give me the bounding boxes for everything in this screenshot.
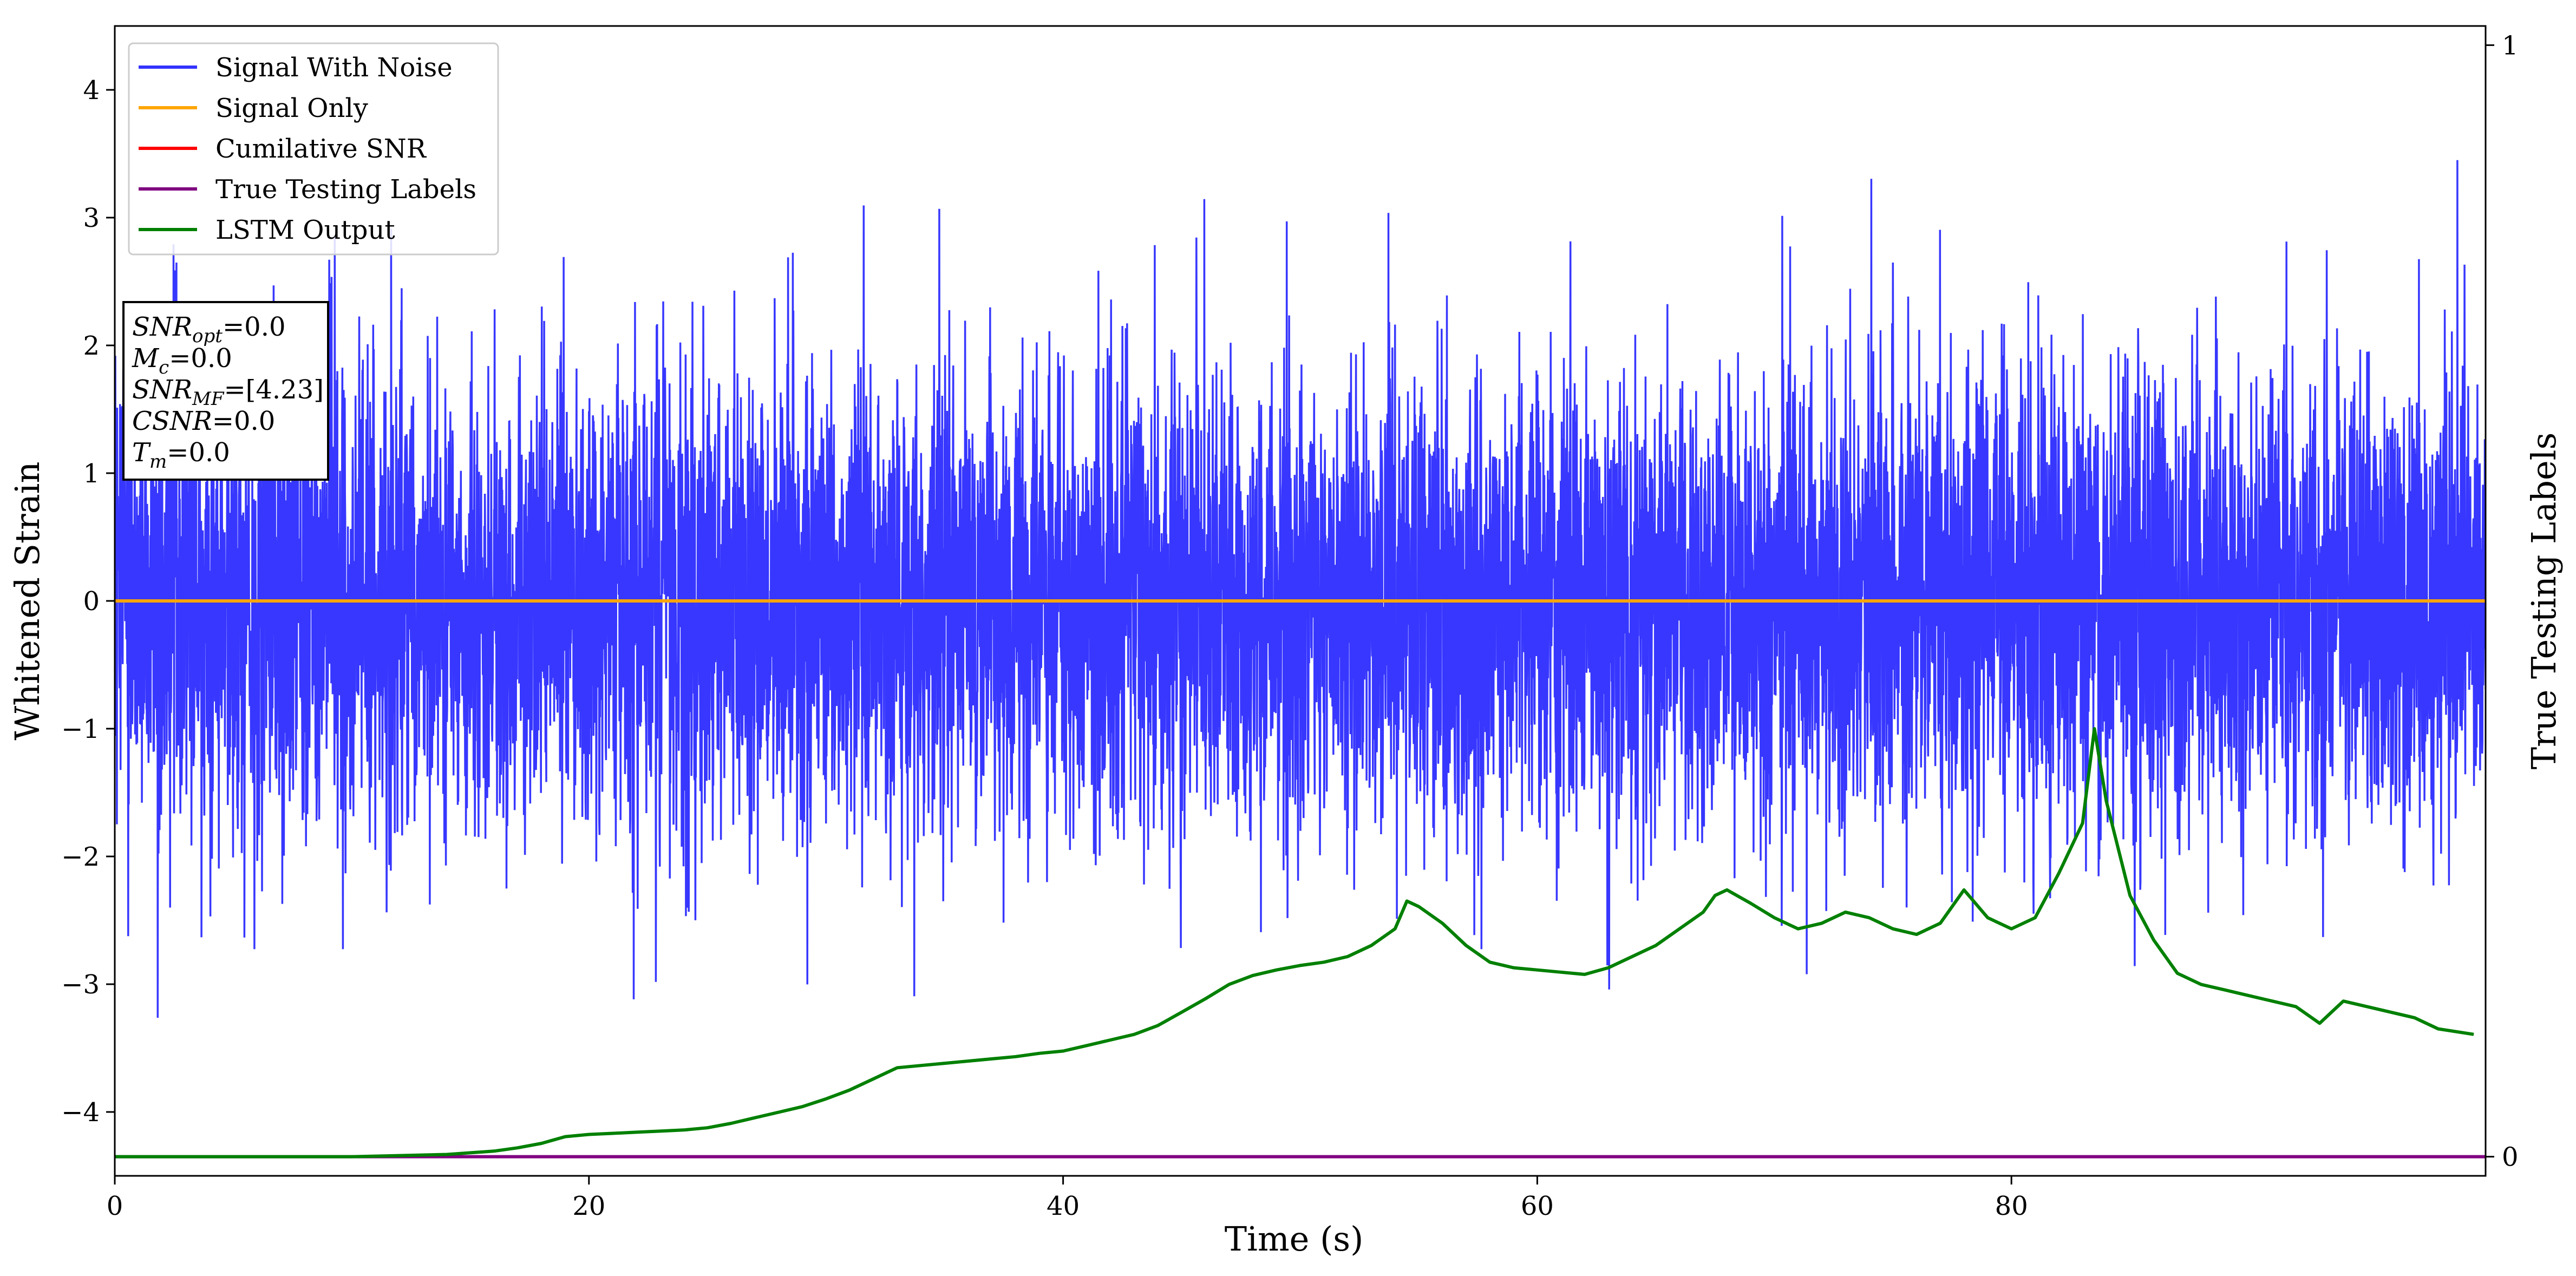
lstm-output-line: [115, 727, 2474, 1159]
y-tick-label: −2: [61, 842, 100, 872]
x-axis: 0 20 40 60 80: [107, 1176, 2028, 1221]
annotation-value: =0.0: [167, 437, 230, 468]
annotation-subscript: opt: [192, 325, 223, 347]
annotation-box: [122, 301, 329, 481]
series-signal-with-noise: [115, 160, 2486, 1018]
y-axis-right: 01: [2486, 30, 2519, 1173]
annotation-variable: SNR: [132, 312, 192, 342]
annotation-variable: SNR: [132, 375, 192, 405]
legend-label: Cumilative SNR: [215, 134, 427, 164]
x-tick-label: 40: [1047, 1191, 1080, 1221]
annotation-value: =0.0: [169, 343, 232, 374]
y-tick-label: 4: [83, 75, 100, 106]
legend: Signal With Noise Signal Only Cumilative S…: [128, 42, 499, 256]
x-tick-label: 20: [572, 1191, 605, 1221]
legend-label: LSTM Output: [215, 215, 395, 245]
annotation-value: =[4.23]: [224, 375, 324, 405]
annotation-subscript: MF: [192, 388, 225, 410]
annotation-variable: T: [132, 437, 151, 468]
x-tick-label: 60: [1521, 1191, 1554, 1221]
legend-label: Signal With Noise: [215, 53, 453, 83]
x-tick-label: 0: [107, 1191, 123, 1221]
annotation-subscript: c: [159, 357, 169, 378]
y-tick-label: 3: [83, 203, 100, 233]
annotation-value: =0.0: [223, 312, 286, 342]
y-tick-label: −1: [61, 714, 100, 744]
annotation-line: SNRopt=0.0: [132, 312, 286, 347]
plot-area: [115, 160, 2486, 1159]
y-tick-label: −3: [61, 970, 100, 1000]
annotation-subscript: m: [149, 451, 167, 473]
annotation-variable: M: [132, 343, 160, 374]
y-tick-label: 0: [83, 586, 100, 617]
y-tick-label: 1: [83, 459, 100, 489]
x-tick-label: 80: [1995, 1191, 2028, 1221]
annotation-line: Tm=0.0: [132, 437, 230, 473]
y2-tick-label: 0: [2502, 1142, 2519, 1173]
y-axis-title: Whitened Strain: [8, 462, 47, 741]
legend-frame: [128, 42, 499, 256]
annotation-line: CSNR=0.0: [132, 406, 275, 436]
signal-with-noise-line: [115, 160, 2486, 1018]
legend-label: Signal Only: [215, 93, 368, 123]
annotation-variable: CSNR: [132, 406, 212, 436]
y-tick-label: −4: [61, 1097, 100, 1128]
annotation-line: SNRMF=[4.23]: [132, 375, 324, 410]
y2-axis-title: True Testing Labels: [2524, 433, 2564, 770]
y-tick-label: 2: [83, 331, 100, 361]
annotation-value: =0.0: [212, 406, 276, 436]
x-axis-title: Time (s): [1225, 1219, 1364, 1259]
parameter-annotation: SNRopt=0.0Mc=0.0SNRMF=[4.23]CSNR=0.0Tm=0…: [122, 301, 329, 481]
legend-label: True Testing Labels: [215, 174, 476, 205]
y-axis-left: −4 −3 −2 −1 0 1 2 3 4: [61, 75, 115, 1128]
y2-tick-label: 1: [2502, 30, 2519, 61]
series-lines: [115, 599, 2486, 1159]
annotation-line: Mc=0.0: [132, 343, 232, 378]
